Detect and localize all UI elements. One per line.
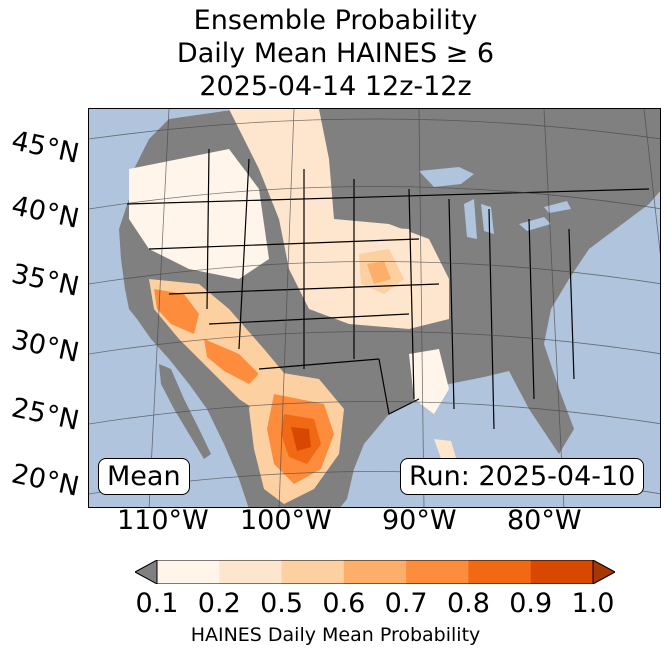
colorbar-tick-label: 0.5 [260, 588, 304, 619]
graticule [89, 109, 660, 507]
colorbar-tick-label: 0.9 [509, 588, 553, 619]
colorbar-cell [343, 560, 407, 584]
colorbar-outline [156, 560, 594, 584]
colorbar-tick-label: 0.6 [322, 588, 366, 619]
lat-label-30: 30°N [8, 324, 82, 369]
colorbar-over-arrow [592, 560, 615, 584]
colorbar-cells [157, 560, 594, 584]
colorbar-tick-label: 1.0 [571, 588, 615, 619]
lon-label-110: 110°W [117, 505, 209, 536]
colorbar-cell [530, 560, 594, 584]
lat-label-25: 25°N [8, 392, 82, 437]
title-line-2: Daily Mean HAINES ≥ 6 [176, 38, 495, 69]
map-panel [88, 108, 661, 508]
colorbar-cell [468, 560, 532, 584]
map-svg [89, 109, 660, 507]
lat-label-20: 20°N [8, 458, 82, 503]
colorbar-tick-label: 0.2 [197, 588, 241, 619]
colorbar-cell [281, 560, 345, 584]
mean-label: Mean [98, 458, 190, 495]
colorbar-tick-label: 0.7 [384, 588, 428, 619]
lon-label-100: 100°W [240, 505, 332, 536]
colorbar-cell [157, 560, 220, 584]
lat-label-35: 35°N [8, 258, 82, 303]
lon-label-80: 80°W [507, 505, 582, 536]
colorbar-cell [219, 560, 283, 584]
great-lakes [419, 167, 571, 239]
colorbar-cell [406, 560, 469, 584]
chart-title: Ensemble Probability Daily Mean HAINES ≥… [0, 4, 671, 103]
colorbar-label: HAINES Daily Mean Probability [190, 624, 481, 646]
colorbar-under-arrow [135, 560, 158, 584]
title-line-3: 2025-04-14 12z-12z [199, 71, 472, 102]
colorbar [135, 560, 615, 584]
lon-label-90: 90°W [382, 505, 457, 536]
colorbar-tick-label: 0.8 [446, 588, 490, 619]
title-line-1: Ensemble Probability [193, 5, 478, 36]
run-label: Run: 2025-04-10 [400, 458, 645, 495]
lat-label-40: 40°N [8, 190, 82, 235]
colorbar-tick-label: 0.1 [135, 588, 179, 619]
state-borders [126, 148, 650, 430]
lat-label-45: 45°N [8, 125, 82, 170]
